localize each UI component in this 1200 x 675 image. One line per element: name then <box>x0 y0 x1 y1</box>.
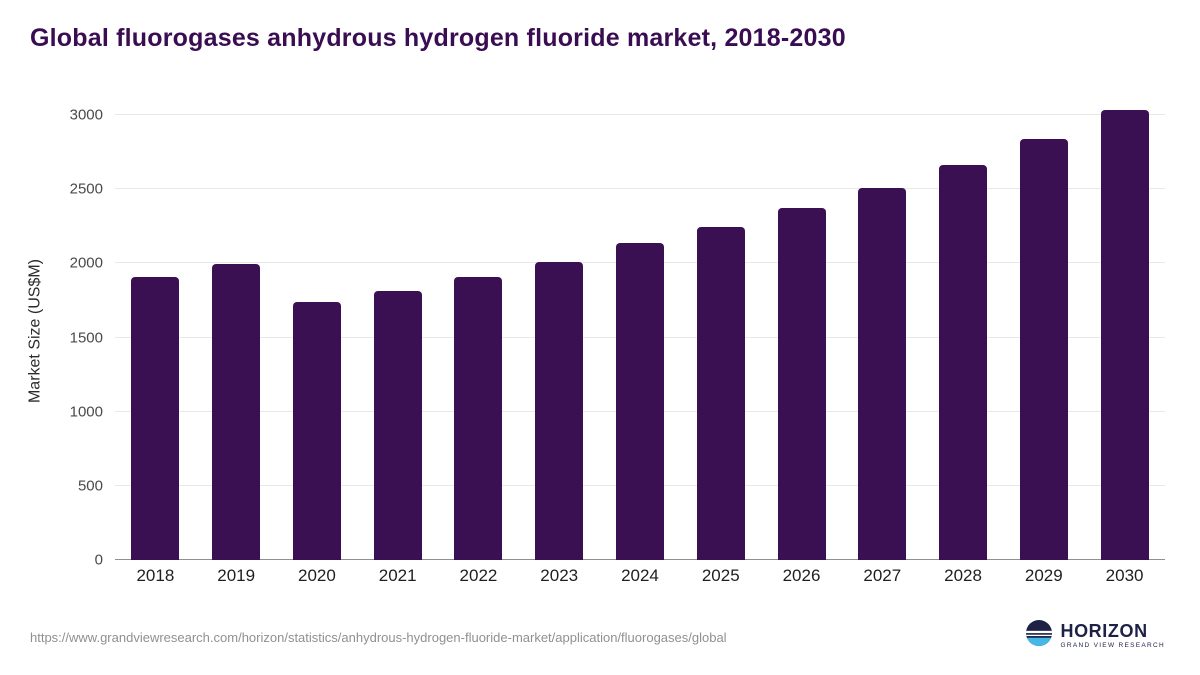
y-tick-label: 1000 <box>69 403 103 421</box>
x-tick-label: 2023 <box>540 566 579 585</box>
bar-2027 <box>858 187 907 560</box>
bar-2024 <box>615 243 664 560</box>
chart-title: Global fluorogases anhydrous hydrogen fl… <box>30 24 846 52</box>
gridline <box>115 114 1165 115</box>
x-tick-label: 2026 <box>782 566 821 585</box>
logo-text: HORIZON GRAND VIEW RESEARCH <box>1060 620 1165 650</box>
horizon-logo: HORIZON GRAND VIEW RESEARCH <box>1026 620 1165 651</box>
bar-column <box>1003 115 1084 560</box>
y-tick-label: 2000 <box>69 254 103 272</box>
y-tick-label: 3000 <box>69 106 103 124</box>
x-tick-label: 2020 <box>298 566 336 585</box>
bar-2021 <box>373 290 422 560</box>
bar-2025 <box>696 227 745 560</box>
bar-column <box>761 115 842 560</box>
x-tick-label: 2022 <box>459 566 498 585</box>
bar-2029 <box>1019 139 1068 560</box>
x-tick-label: 2019 <box>217 566 256 585</box>
y-axis-title: Market Size (US$M) <box>26 258 44 404</box>
bar-2023 <box>535 261 584 560</box>
bar-column <box>277 115 358 560</box>
bar-2030 <box>1100 109 1149 560</box>
bar-column <box>115 115 196 560</box>
y-tick-label: 500 <box>77 477 103 495</box>
bar-column <box>438 115 519 560</box>
x-tick-label: 2029 <box>1024 566 1063 585</box>
gridline <box>115 188 1165 190</box>
x-tick-label: 2028 <box>944 566 982 585</box>
bar-column <box>600 115 681 560</box>
bar-column <box>196 115 277 560</box>
bar-2019 <box>212 264 261 560</box>
y-tick-label: 1500 <box>69 329 103 346</box>
horizon-globe-icon <box>1026 620 1053 651</box>
x-tick-label: 2021 <box>378 566 417 585</box>
plot-area: 0 500 1000 1500 2000 2500 3000 <box>70 107 1165 569</box>
bar-column <box>1084 109 1165 560</box>
bar-column <box>842 115 923 560</box>
bar-2028 <box>939 164 988 560</box>
x-axis-labels: 2018 2019 2020 2021 2022 2023 2024 2025 2026 2027… <box>115 566 1165 586</box>
x-tick-label: 2018 <box>136 566 175 585</box>
bar-column <box>923 115 1004 560</box>
y-tick-label: 0 <box>94 551 103 569</box>
bar-column <box>680 115 761 560</box>
logo-subtitle: GRAND VIEW RESEARCH <box>1060 641 1165 649</box>
x-tick-label: 2024 <box>621 566 659 585</box>
bar-column <box>357 115 438 560</box>
bar-2026 <box>777 208 826 560</box>
source-url: https://www.grandviewresearch.com/horizo… <box>30 630 727 645</box>
y-tick-label: 2500 <box>69 180 103 198</box>
logo-name: HORIZON <box>1060 620 1148 641</box>
bars-layer <box>115 109 1165 560</box>
bar-2022 <box>454 276 503 560</box>
bar-2020 <box>292 301 341 560</box>
x-tick-label: 2027 <box>863 566 902 585</box>
x-tick-label: 2025 <box>701 566 740 585</box>
x-tick-label: 2030 <box>1105 566 1144 585</box>
bar-column <box>519 115 600 560</box>
bar-2018 <box>131 276 180 560</box>
